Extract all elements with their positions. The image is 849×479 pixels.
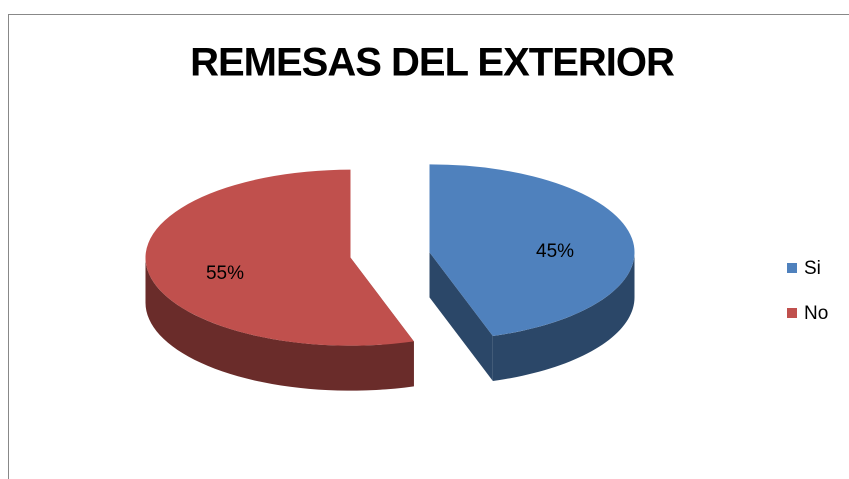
data-label: 55% [206,263,244,284]
slice-cut-face [429,252,493,382]
data-label: 45% [536,241,574,262]
slice-side [145,257,414,391]
legend-label: Si [804,258,821,279]
legend-swatch [787,263,797,273]
slice [429,164,635,337]
chart-title: REMESAS DEL EXTERIOR [190,41,675,85]
slice-side [492,252,635,382]
legend-swatch [787,308,797,318]
slice [145,169,414,346]
legend-label: No [804,303,828,324]
